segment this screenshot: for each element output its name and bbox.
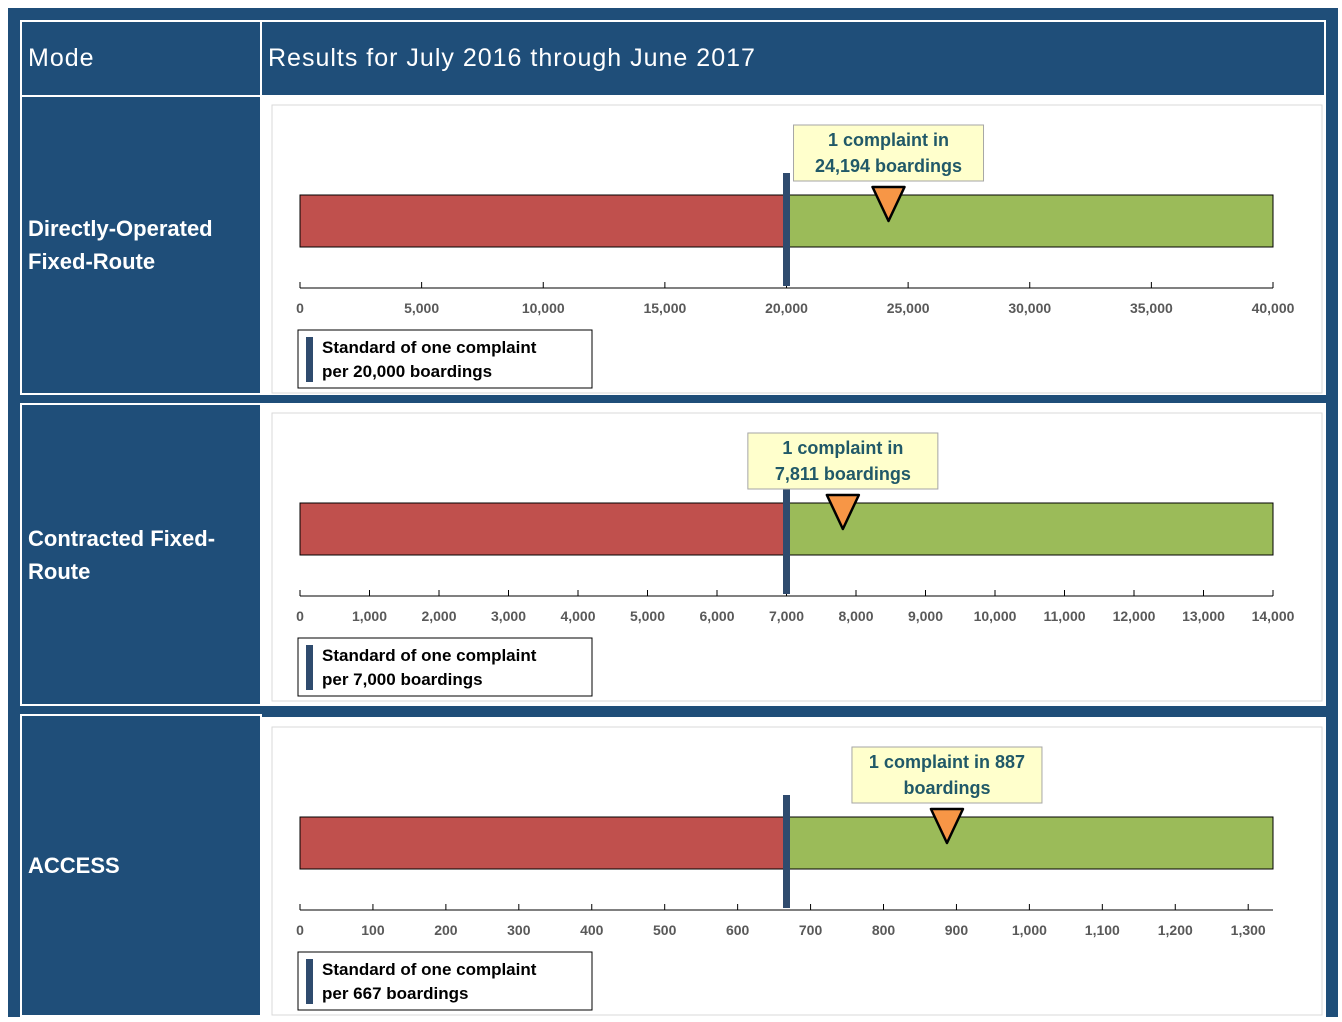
- below-standard-bar: [299, 194, 787, 248]
- chart-panel: 0 1,000 2,000 3,000 4,000 5,000 6,000 7,000 8,00…: [262, 403, 1326, 706]
- annotation-box: [747, 432, 939, 490]
- header-cell: Results for July 2016 through June 2017: [260, 20, 1326, 97]
- x-tick-label: 6,000: [699, 608, 734, 624]
- legend-box: [297, 637, 593, 697]
- value-marker: [825, 493, 861, 531]
- x-tick-label: 12,000: [1113, 608, 1156, 624]
- value-marker: [929, 807, 965, 845]
- x-tick-label: 0: [296, 922, 304, 938]
- below-standard-bar: [299, 816, 787, 870]
- x-tick-label: 500: [653, 922, 677, 938]
- x-tick-label: 30,000: [1008, 300, 1051, 316]
- x-tick-label: 11,000: [1043, 608, 1085, 624]
- above-standard-bar: [786, 194, 1274, 248]
- x-tick-label: 10,000: [974, 608, 1017, 624]
- x-tick-label: 1,000: [352, 608, 387, 624]
- standard-line: [783, 481, 790, 594]
- chart: 0 1,000 2,000 3,000 4,000 5,000 6,000 7,000 8,00…: [271, 412, 1323, 702]
- annotation-box: [851, 746, 1043, 804]
- x-tick-label: 15,000: [643, 300, 686, 316]
- below-standard-bar: [299, 502, 787, 556]
- annotation-text: 24,194 boardings: [815, 156, 962, 176]
- x-tick-label: 700: [799, 922, 823, 938]
- mode-label: Directly-Operated Fixed-Route: [28, 216, 213, 274]
- chart-panel: 0 5,000 10,000 15,000 20,000 25,000 30,000 35,0…: [262, 95, 1326, 395]
- x-tick-label: 1,300: [1231, 922, 1266, 938]
- x-tick-label: 3,000: [491, 608, 526, 624]
- panel-border: [271, 104, 1323, 394]
- x-tick-label: 10,000: [522, 300, 565, 316]
- annotation-text: boardings: [903, 778, 990, 798]
- above-standard-bar: [786, 816, 1274, 870]
- legend-text: per 20,000 boardings: [322, 362, 492, 381]
- x-tick-label: 800: [872, 922, 896, 938]
- x-tick-label: 0: [296, 608, 304, 624]
- annotation-text: 1 complaint in: [782, 438, 903, 458]
- annotation-text: 7,811 boardings: [775, 464, 911, 484]
- x-tick-label: 13,000: [1182, 608, 1225, 624]
- x-tick-label: 4,000: [560, 608, 595, 624]
- x-tick-label: 1,100: [1085, 922, 1120, 938]
- x-tick-label: 5,000: [630, 608, 665, 624]
- mode-cell: Contracted Fixed-Route: [20, 403, 262, 706]
- x-tick-label: 40,000: [1252, 300, 1295, 316]
- legend-box: [297, 951, 593, 1011]
- x-tick-label: 8,000: [838, 608, 873, 624]
- legend-text: Standard of one complaint: [322, 338, 537, 357]
- mode-cell: Directly-Operated Fixed-Route: [20, 95, 262, 395]
- legend-box: [297, 329, 593, 389]
- x-tick-label: 100: [361, 922, 385, 938]
- x-tick-label: 7,000: [769, 608, 804, 624]
- chart-panel: 0 100 200 300 400 500 600 700 800 900 1,000 1,100 1,…: [262, 717, 1326, 1017]
- legend-text: Standard of one complaint: [322, 646, 537, 665]
- x-tick-label: 1,000: [1012, 922, 1047, 938]
- value-marker: [871, 185, 906, 223]
- x-tick-label: 2,000: [421, 608, 456, 624]
- header-cell: Mode: [20, 20, 262, 97]
- chart: 0 5,000 10,000 15,000 20,000 25,000 30,000 35,0…: [271, 104, 1323, 394]
- panel-border: [271, 412, 1323, 702]
- x-tick-label: 0: [296, 300, 304, 316]
- x-tick-label: 5,000: [404, 300, 439, 316]
- annotation-text: 1 complaint in: [828, 130, 949, 150]
- legend-swatch: [306, 645, 313, 690]
- legend-swatch: [306, 959, 313, 1004]
- x-tick-label: 14,000: [1252, 608, 1295, 624]
- mode-label: Contracted Fixed-Route: [28, 525, 216, 584]
- legend-swatch: [306, 337, 313, 382]
- legend-text: Standard of one complaint: [322, 960, 537, 979]
- x-tick-label: 600: [726, 922, 750, 938]
- panel-border: [271, 726, 1323, 1016]
- x-tick-label: 35,000: [1130, 300, 1173, 316]
- standard-line: [783, 173, 790, 286]
- x-tick-label: 25,000: [887, 300, 930, 316]
- x-tick-label: 20,000: [765, 300, 808, 316]
- table-frame: Mode Results for July 2016 through June …: [8, 8, 1338, 1017]
- above-standard-bar: [786, 502, 1274, 556]
- chart: 0 100 200 300 400 500 600 700 800 900 1,000 1,100 1,…: [271, 726, 1323, 1016]
- x-tick-label: 300: [507, 922, 531, 938]
- legend-text: per 667 boardings: [322, 984, 468, 1003]
- x-tick-label: 1,200: [1158, 922, 1193, 938]
- x-tick-label: 200: [434, 922, 458, 938]
- standard-line: [783, 795, 790, 908]
- mode-cell: ACCESS: [20, 714, 262, 1017]
- mode-label: ACCESS: [28, 853, 120, 878]
- x-tick-label: 900: [945, 922, 969, 938]
- annotation-text: 1 complaint in 887: [869, 752, 1025, 772]
- legend-text: per 7,000 boardings: [322, 670, 483, 689]
- x-tick-label: 400: [580, 922, 604, 938]
- annotation-box: [793, 124, 985, 182]
- x-tick-label: 9,000: [908, 608, 943, 624]
